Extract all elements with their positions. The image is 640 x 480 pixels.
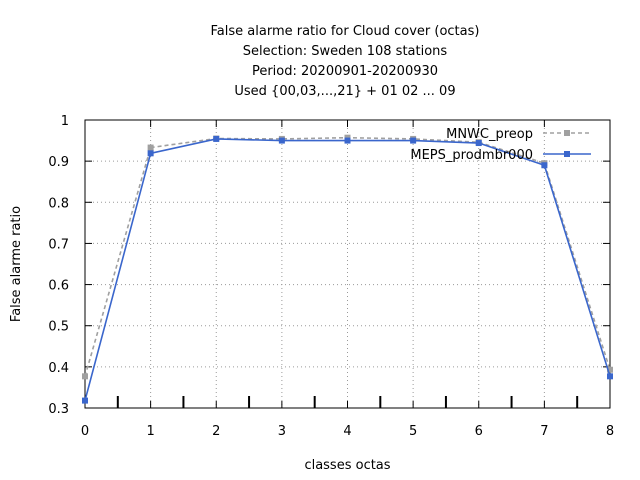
data-point [541, 162, 548, 169]
x-axis-label: classes octas [304, 458, 390, 473]
x-tick-label: 3 [278, 424, 286, 439]
y-axis-label: False alarme ratio [9, 206, 24, 322]
data-point [607, 373, 613, 380]
y-tick-label: 0.6 [48, 279, 69, 294]
data-point [147, 150, 154, 157]
x-tick-label: 5 [409, 424, 417, 439]
y-tick-label: 0.9 [48, 155, 69, 170]
x-tick-label: 6 [475, 424, 483, 439]
x-tick-label: 7 [540, 424, 548, 439]
x-tick-label: 0 [81, 424, 89, 439]
series-line-MEPS_prodmbr000 [84, 138, 611, 401]
grid [85, 120, 610, 408]
data-point [147, 144, 154, 151]
data-point [344, 137, 351, 144]
y-tick-label: 0.7 [48, 237, 69, 252]
title-line: Used {00,03,...,21} + 01 02 ... 09 [234, 84, 455, 99]
title-line: Selection: Sweden 108 stations [243, 44, 448, 59]
data-point [213, 135, 220, 142]
chart-title: False alarme ratio for Cloud cover (octa… [211, 24, 480, 99]
data-point [410, 137, 417, 144]
y-tick-label: 0.5 [48, 320, 69, 335]
legend-marker [564, 151, 570, 157]
series [82, 134, 613, 404]
title-line: Period: 20200901-20200930 [252, 64, 438, 79]
x-axis: 0 1 2 3 4 5 6 7 8 [81, 120, 614, 439]
data-point [475, 140, 482, 147]
data-point [82, 373, 88, 380]
legend-label: MNWC_preop [446, 127, 533, 142]
x-tick-label: 2 [212, 424, 220, 439]
y-tick-label: 0.3 [48, 402, 69, 417]
x-tick-label: 1 [146, 424, 154, 439]
x-tick-label: 8 [606, 424, 614, 439]
data-point [607, 366, 613, 373]
distribution-ticks [116, 396, 579, 408]
title-line: False alarme ratio for Cloud cover (octa… [211, 24, 480, 39]
legend: MNWC_preop MEPS_prodmbr000 [410, 127, 591, 163]
legend-label: MEPS_prodmbr000 [410, 148, 533, 163]
x-tick-label: 4 [343, 424, 351, 439]
legend-marker [564, 130, 570, 136]
y-tick-label: 0.8 [48, 196, 69, 211]
y-tick-label: 1 [61, 114, 69, 129]
data-point [82, 397, 88, 404]
y-tick-label: 0.4 [48, 361, 69, 376]
data-point [278, 137, 285, 144]
